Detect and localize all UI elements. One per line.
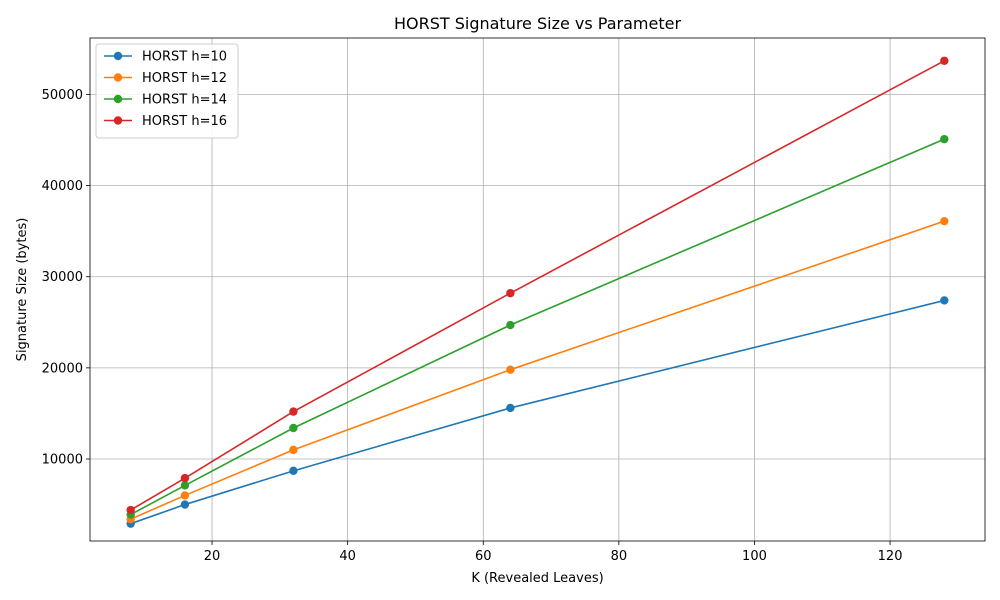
- series-3: [126, 56, 949, 515]
- x-axis-label: K (Revealed Leaves): [471, 571, 603, 586]
- series-1: [126, 216, 949, 524]
- legend-box: [95, 43, 239, 139]
- legend-marker: [113, 73, 123, 82]
- legend-item: HORST h=14: [104, 93, 227, 108]
- data-point: [506, 288, 515, 298]
- x-tick-label: 20: [204, 549, 221, 564]
- y-tick-label: 40000: [42, 179, 83, 194]
- x-tick-label: 60: [475, 549, 492, 564]
- data-point: [940, 216, 949, 226]
- legend-item: HORST h=16: [104, 114, 227, 129]
- data-point: [289, 445, 298, 455]
- x-tick-label: 100: [742, 549, 767, 564]
- data-point: [506, 403, 515, 413]
- y-tick-label: 10000: [42, 452, 83, 467]
- series-2: [126, 134, 949, 519]
- data-point: [940, 296, 949, 305]
- series-0: [126, 296, 949, 528]
- data-point: [180, 500, 190, 509]
- x-tick-label: 120: [878, 549, 903, 564]
- data-point: [940, 56, 949, 65]
- y-tick-label: 50000: [42, 88, 83, 103]
- y-tick-label: 30000: [42, 270, 83, 285]
- legend-item: HORST h=10: [104, 50, 227, 65]
- y-axis-label: Signature Size (bytes): [15, 218, 30, 362]
- data-point: [180, 473, 190, 483]
- chart-title: HORST Signature Size vs Parameter: [394, 14, 682, 33]
- legend-label: HORST h=16: [142, 114, 227, 129]
- plot-frame: [89, 37, 986, 542]
- data-point: [126, 505, 135, 515]
- data-point: [506, 320, 515, 330]
- data-point: [940, 134, 949, 144]
- x-tick-label: 40: [339, 549, 356, 564]
- data-point: [180, 481, 190, 490]
- legend-item: HORST h=12: [104, 71, 227, 86]
- data-point: [180, 491, 190, 500]
- data-point: [289, 407, 298, 416]
- series-layer: [126, 56, 949, 528]
- axis-ticks: 20 40 60 80 100 120 10000 20000 30000 40000 50000: [42, 88, 903, 564]
- legend-label: HORST h=12: [142, 71, 227, 86]
- legend-marker: [113, 116, 123, 125]
- legend-label: HORST h=10: [142, 50, 227, 65]
- legend-marker: [113, 51, 123, 61]
- y-tick-label: 20000: [42, 361, 83, 376]
- x-tick-label: 80: [611, 549, 628, 564]
- data-point: [289, 423, 298, 433]
- legend: HORST h=10 HORST h=12 HORST h=14 HORST h=16: [95, 43, 239, 139]
- data-point: [506, 365, 515, 374]
- legend-marker: [113, 94, 123, 104]
- legend-label: HORST h=14: [142, 93, 227, 108]
- data-point: [289, 466, 298, 476]
